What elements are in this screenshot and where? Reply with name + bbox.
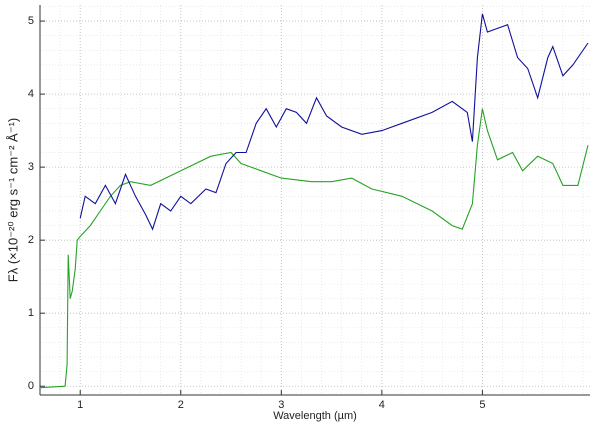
y-tick-label: 2 (28, 234, 34, 246)
y-axis-label: Fλ (×10⁻²⁰ erg s⁻¹ cm⁻² Å⁻¹) (5, 118, 20, 282)
x-tick-label: 3 (278, 399, 284, 411)
y-tick-label: 4 (28, 88, 34, 100)
x-tick-label: 1 (77, 399, 83, 411)
spectrum-line (79, 13, 589, 231)
y-tick-label: 1 (28, 307, 34, 319)
x-tick-label: 5 (479, 399, 485, 411)
x-tick-label: 4 (379, 399, 385, 411)
y-tick-label: 0 (28, 380, 34, 392)
x-axis-label: Wavelength (µm) (273, 410, 357, 422)
spectrum-line (39, 108, 589, 389)
y-tick-label: 3 (28, 161, 34, 173)
y-tick-label: 5 (28, 15, 34, 27)
x-tick-label: 2 (178, 399, 184, 411)
